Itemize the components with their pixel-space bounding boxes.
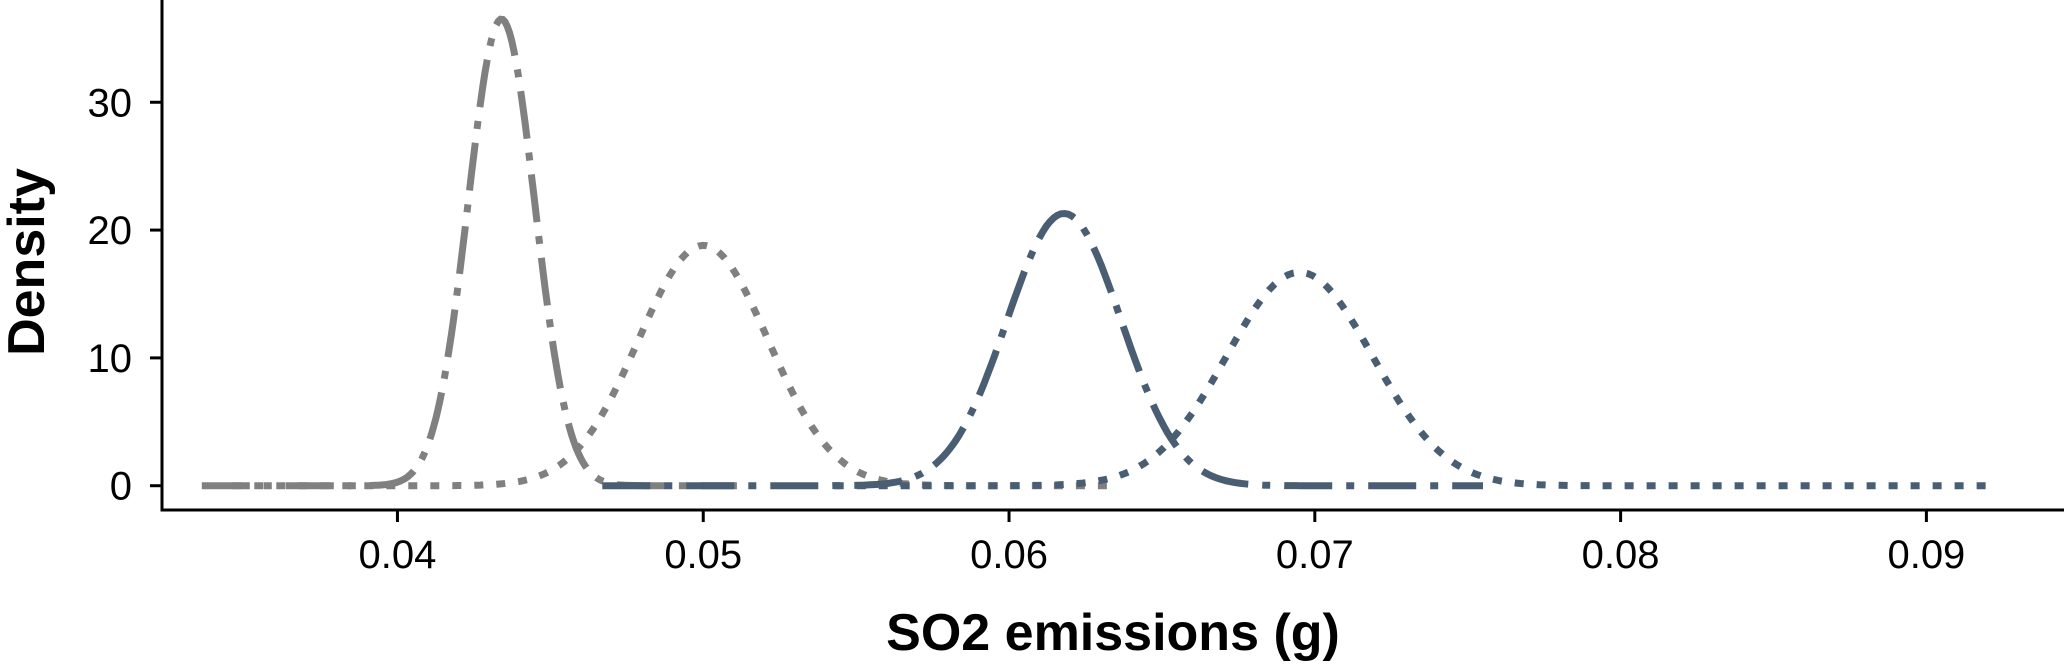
x-tick-label: 0.08 [1582,533,1660,577]
y-tick-label: 30 [88,81,133,125]
x-tick-label: 0.04 [359,533,437,577]
series-line-4 [834,268,1994,490]
series-line-3 [602,209,1483,490]
y-tick-label: 20 [88,209,133,253]
y-tick-label: 10 [88,337,133,381]
x-tick-label: 0.05 [664,533,742,577]
x-axis-title: SO2 emissions (g) [886,604,1340,662]
x-ticks: 0.04 0.05 0.06 0.07 0.08 0.09 [359,510,1965,577]
y-axis-title: Density [0,168,56,356]
series-layer [201,15,1994,490]
y-ticks: 0 10 20 30 [88,81,162,509]
x-tick-label: 0.06 [970,533,1048,577]
y-tick-label: 0 [110,465,132,509]
series-line-2 [232,241,1107,490]
series-line-1 [201,15,737,490]
x-tick-label: 0.09 [1887,533,1965,577]
x-tick-label: 0.07 [1276,533,1354,577]
